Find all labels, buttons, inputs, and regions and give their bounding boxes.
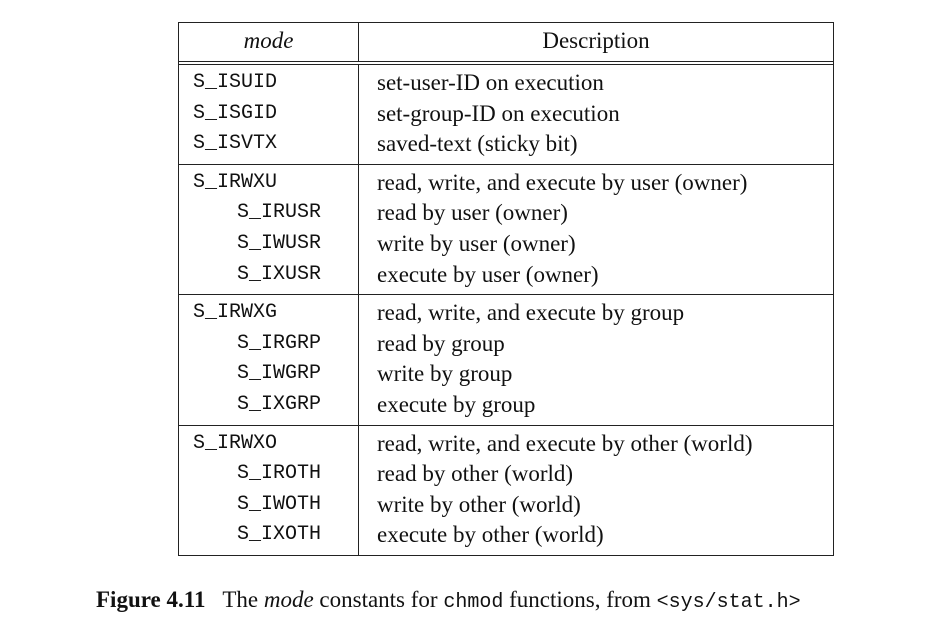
mode-description: read, write, and execute by other (world…	[377, 430, 753, 456]
description-column: set-user-ID on execution set-group-ID on …	[359, 65, 833, 164]
header-description: Description	[542, 28, 650, 53]
caption-text-2: constants for	[319, 587, 438, 612]
figure-label: Figure 4.11	[96, 587, 206, 612]
description-column: read, write, and execute by other (world…	[359, 426, 833, 555]
mode-constant: S_IXOTH	[237, 523, 322, 547]
mode-description: execute by other (world)	[377, 522, 604, 548]
mode-description: read by group	[377, 330, 505, 356]
mode-constant: S_ISVTX	[193, 132, 278, 156]
caption-code-header: <sys/stat.h>	[656, 591, 801, 614]
mode-constant: S_IXUSR	[237, 262, 322, 286]
table-row-group: S_IRWXO S_IROTH S_IWOTH S_IXOTH read, write,…	[179, 424, 833, 555]
caption-italic-mode: mode	[263, 587, 314, 612]
mode-description: write by other (world)	[377, 491, 581, 517]
table-body: S_ISUID S_ISGID S_ISVTX set-user-ID on exec…	[179, 65, 833, 555]
mode-constant: S_IRWXO	[193, 431, 278, 455]
table-row-group: S_IRWXG S_IRGRP S_IWGRP S_IXGRP read, write,…	[179, 294, 833, 425]
mode-description: read, write, and execute by user (owner)	[377, 169, 748, 195]
table-row-group: S_IRWXU S_IRUSR S_IWUSR S_IXUSR read, write,…	[179, 163, 833, 295]
mode-constant: S_ISUID	[193, 71, 278, 94]
mode-description: execute by group	[377, 391, 536, 417]
caption-code-chmod: chmod	[443, 591, 504, 614]
table-header-row: mode Description	[179, 23, 833, 65]
mode-constant: S_IRWXU	[193, 170, 278, 194]
mode-description: write by group	[377, 361, 513, 387]
mode-constant: S_IRWXG	[193, 301, 278, 325]
mode-constant: S_IXGRP	[237, 392, 322, 416]
caption-text-3: functions, from	[509, 587, 651, 612]
mode-constants-table: mode Description S_ISUID S_ISGID S_ISVTX se…	[178, 22, 834, 556]
mode-column: S_IRWXG S_IRGRP S_IWGRP S_IXGRP	[179, 295, 359, 425]
mode-description: saved-text (sticky bit)	[377, 131, 578, 157]
mode-constant: S_IRGRP	[237, 331, 322, 355]
mode-constant: S_IWUSR	[237, 231, 322, 255]
description-column: read, write, and execute by user (owner)…	[359, 165, 833, 294]
caption-text-1: The	[222, 587, 259, 612]
mode-constant: S_IROTH	[237, 462, 322, 486]
mode-column: S_ISUID S_ISGID S_ISVTX	[179, 65, 359, 164]
header-mode: mode	[179, 23, 359, 61]
mode-description: set-group-ID on execution	[377, 100, 620, 126]
mode-description: write by user (owner)	[377, 230, 576, 256]
mode-description: read by other (world)	[377, 461, 574, 487]
description-column: read, write, and execute by group read by…	[359, 295, 833, 424]
table-row-group: S_ISUID S_ISGID S_ISVTX set-user-ID on exec…	[179, 65, 833, 164]
mode-constant: S_ISGID	[193, 101, 278, 125]
mode-description: read by user (owner)	[377, 200, 568, 226]
mode-constant: S_IWOTH	[237, 492, 322, 516]
mode-description: set-user-ID on execution	[377, 70, 604, 95]
mode-column: S_IRWXO S_IROTH S_IWOTH S_IXOTH	[179, 425, 359, 555]
mode-constant: S_IRUSR	[237, 201, 322, 225]
mode-column: S_IRWXU S_IRUSR S_IWUSR S_IXUSR	[179, 164, 359, 295]
mode-constant: S_IWGRP	[237, 362, 322, 386]
figure-caption: Figure 4.11 The mode constants for chmod…	[96, 586, 801, 617]
mode-description: execute by user (owner)	[377, 261, 599, 287]
mode-description: read, write, and execute by group	[377, 300, 685, 326]
